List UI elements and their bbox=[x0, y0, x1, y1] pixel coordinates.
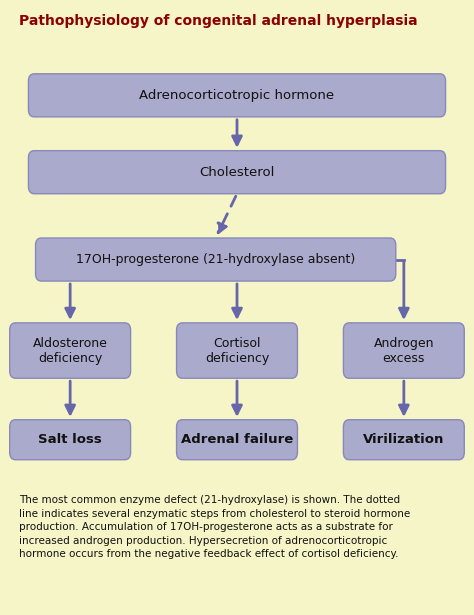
Text: Aldosterone
deficiency: Aldosterone deficiency bbox=[33, 336, 108, 365]
Text: The most common enzyme defect (21-hydroxylase) is shown. The dotted
line indicat: The most common enzyme defect (21-hydrox… bbox=[19, 495, 410, 560]
FancyBboxPatch shape bbox=[343, 420, 464, 460]
FancyBboxPatch shape bbox=[9, 420, 130, 460]
Text: Cholesterol: Cholesterol bbox=[199, 165, 275, 179]
FancyBboxPatch shape bbox=[28, 151, 446, 194]
Text: Cortisol
deficiency: Cortisol deficiency bbox=[205, 336, 269, 365]
Text: Pathophysiology of congenital adrenal hyperplasia: Pathophysiology of congenital adrenal hy… bbox=[19, 14, 418, 28]
Text: Adrenocorticotropic hormone: Adrenocorticotropic hormone bbox=[139, 89, 335, 102]
FancyBboxPatch shape bbox=[28, 74, 446, 117]
FancyBboxPatch shape bbox=[176, 323, 298, 378]
Text: Adrenal failure: Adrenal failure bbox=[181, 433, 293, 446]
Text: 17OH-progesterone (21-hydroxylase absent): 17OH-progesterone (21-hydroxylase absent… bbox=[76, 253, 356, 266]
FancyBboxPatch shape bbox=[176, 420, 298, 460]
FancyBboxPatch shape bbox=[343, 323, 464, 378]
Text: Salt loss: Salt loss bbox=[38, 433, 102, 446]
Text: Androgen
excess: Androgen excess bbox=[374, 336, 434, 365]
FancyBboxPatch shape bbox=[36, 238, 396, 281]
Text: Virilization: Virilization bbox=[363, 433, 445, 446]
FancyBboxPatch shape bbox=[9, 323, 130, 378]
